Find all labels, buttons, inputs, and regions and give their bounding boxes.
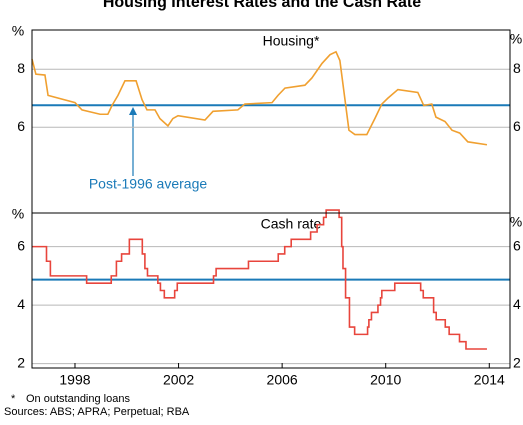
footnote: On outstanding loans bbox=[26, 393, 130, 405]
y-tick-label: 2 bbox=[17, 354, 25, 370]
y2-tick-label: 2 bbox=[513, 354, 521, 370]
x-tick-label: 2014 bbox=[474, 372, 505, 388]
panel-title: Cash rate bbox=[261, 216, 322, 232]
data-line bbox=[32, 209, 487, 350]
y2-tick-label: 8 bbox=[513, 60, 521, 76]
y-axis-unit: % bbox=[12, 206, 24, 222]
x-tick-label: 2006 bbox=[267, 372, 298, 388]
y-tick-label: 8 bbox=[17, 60, 25, 76]
sources: Sources: ABS; APRA; Perpetual; RBA bbox=[4, 406, 190, 418]
footnote-marker: * bbox=[11, 393, 16, 405]
panel-title: Housing* bbox=[263, 33, 320, 49]
data-line bbox=[31, 50, 488, 146]
panel-frame bbox=[31, 212, 511, 369]
x-tick-label: 2010 bbox=[370, 372, 401, 388]
y2-axis-unit: % bbox=[510, 214, 522, 230]
arrow-head bbox=[129, 107, 137, 115]
y-tick-label: 4 bbox=[17, 296, 25, 312]
annotation: Post-1996 average bbox=[89, 176, 208, 192]
x-tick-label: 2002 bbox=[163, 372, 194, 388]
y2-axis-unit: % bbox=[510, 31, 522, 47]
y-axis-unit: % bbox=[12, 23, 24, 39]
y-tick-label: 6 bbox=[17, 237, 25, 253]
y-tick-label: 6 bbox=[17, 118, 25, 134]
x-tick-label: 1998 bbox=[59, 372, 90, 388]
y2-tick-label: 6 bbox=[513, 118, 521, 134]
y2-tick-label: 4 bbox=[513, 296, 521, 312]
y2-tick-label: 6 bbox=[513, 237, 521, 253]
chart-title: Housing Interest Rates and the Cash Rate bbox=[103, 0, 421, 11]
